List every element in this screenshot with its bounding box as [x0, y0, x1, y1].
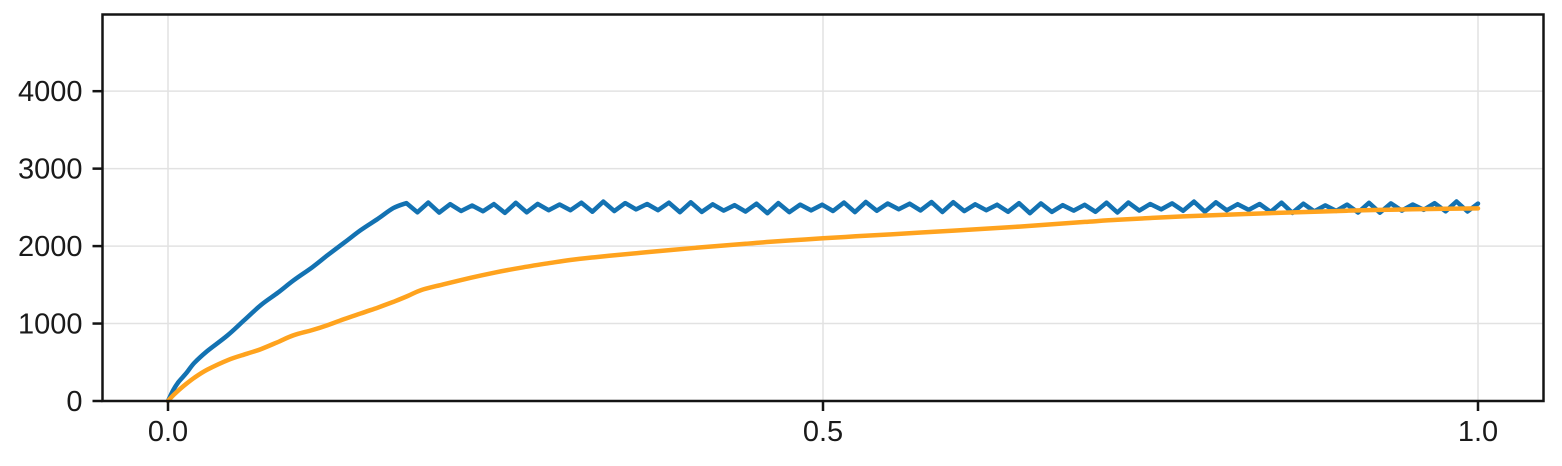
y-axis-tick-label: 0: [66, 386, 82, 418]
y-axis-tick-label: 4000: [18, 76, 83, 108]
x-axis-tick-label: 1.0: [1458, 416, 1498, 448]
x-axis-tick-label: 0.0: [148, 416, 188, 448]
x-axis-tick-label: 0.5: [803, 416, 843, 448]
y-axis-tick-label: 1000: [18, 309, 83, 341]
y-axis-tick-label: 3000: [18, 154, 83, 186]
y-axis-tick-label: 2000: [18, 231, 83, 263]
blue-series-line: [165, 199, 1481, 404]
orange-series-line: [165, 206, 1481, 404]
